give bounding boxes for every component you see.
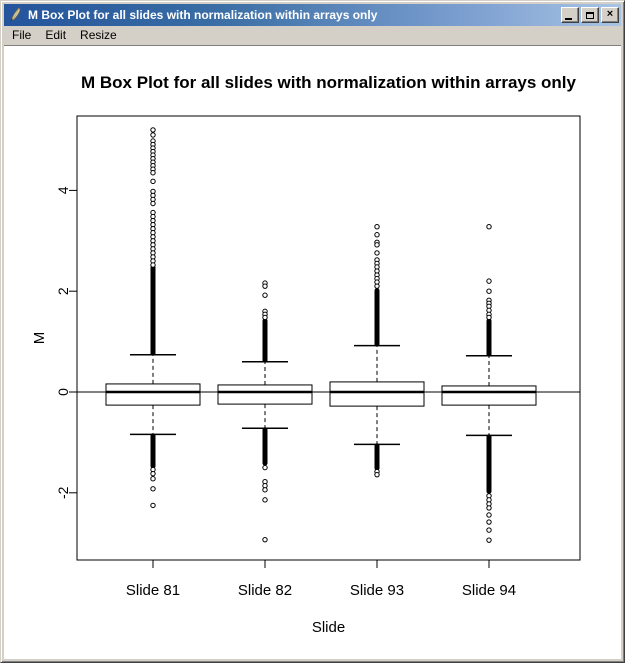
outlier-point (486, 519, 492, 525)
outlier-point (262, 292, 268, 298)
outlier-point (150, 178, 156, 185)
outlier-point (150, 486, 156, 492)
maximize-icon (586, 11, 594, 19)
y-axis-title: M (31, 332, 48, 345)
y-tick-label: 0 (55, 388, 71, 396)
titlebar[interactable]: M Box Plot for all slides with normaliza… (4, 4, 621, 26)
maximize-button[interactable] (581, 7, 599, 23)
x-tick-label: Slide 94 (462, 582, 516, 599)
menu-resize[interactable]: Resize (80, 28, 117, 42)
outlier-point (150, 170, 156, 176)
outlier-point (486, 314, 492, 321)
x-axis-title: Slide (312, 619, 345, 636)
outlier-dense-run (374, 288, 380, 347)
outlier-dense-run (374, 443, 380, 471)
outlier-point (486, 223, 492, 230)
outlier-point (150, 475, 156, 482)
outlier-point (374, 232, 380, 238)
outlier-point (374, 242, 380, 248)
y-tick-label: 2 (55, 287, 71, 295)
outlier-point (262, 283, 268, 289)
outlier-point (150, 262, 156, 268)
close-icon: × (606, 8, 614, 20)
outlier-point (486, 288, 492, 294)
x-tick-label: Slide 93 (350, 582, 404, 599)
quill-icon (10, 7, 21, 22)
outlier-point (486, 527, 492, 533)
x-tick-label: Slide 82 (238, 582, 292, 599)
window-title: M Box Plot for all slides with normaliza… (28, 8, 378, 22)
outlier-dense-run (150, 433, 156, 469)
outlier-point (262, 497, 268, 503)
minimize-icon (565, 18, 572, 20)
box-1 (105, 383, 201, 406)
outlier-point (150, 132, 156, 138)
close-button[interactable]: × (601, 7, 619, 23)
outlier-point (150, 127, 156, 133)
y-tick-label: 4 (55, 186, 71, 194)
x-tick-label: Slide 81 (126, 582, 180, 599)
outlier-point (486, 278, 492, 284)
chart-title: M Box Plot for all slides with normaliza… (81, 73, 577, 92)
outlier-point (262, 487, 268, 493)
menu-file[interactable]: File (12, 28, 32, 42)
outlier-point (262, 464, 268, 471)
outlier-point (374, 223, 380, 230)
outlier-dense-run (486, 318, 492, 357)
box-3 (329, 381, 425, 407)
outlier-point (150, 470, 156, 477)
box-4 (441, 385, 537, 406)
window-controls: × (561, 7, 619, 23)
outlier-point (486, 537, 492, 543)
menu-edit[interactable]: Edit (45, 28, 67, 42)
boxplot-chart: M Box Plot for all slides with normaliza… (31, 73, 581, 636)
outlier-dense-run (262, 427, 268, 466)
menubar: File Edit Resize (4, 26, 621, 46)
outlier-point (486, 505, 492, 511)
outlier-dense-run (486, 434, 492, 494)
outlier-point (374, 250, 380, 256)
outlier-point (262, 536, 268, 543)
outlier-point (486, 512, 492, 518)
outlier-dense-run (150, 265, 156, 356)
outlier-point (374, 283, 380, 289)
box-2 (217, 384, 313, 405)
plot-canvas: M Box Plot for all slides with normaliza… (4, 46, 621, 659)
outlier-point (374, 471, 380, 478)
outlier-dense-run (262, 318, 268, 363)
outlier-point (262, 314, 268, 321)
minimize-button[interactable] (561, 7, 579, 23)
plot-border (76, 115, 581, 561)
y-tick-label: -2 (55, 486, 71, 499)
outlier-point (150, 200, 156, 207)
outlier-point (150, 502, 156, 509)
